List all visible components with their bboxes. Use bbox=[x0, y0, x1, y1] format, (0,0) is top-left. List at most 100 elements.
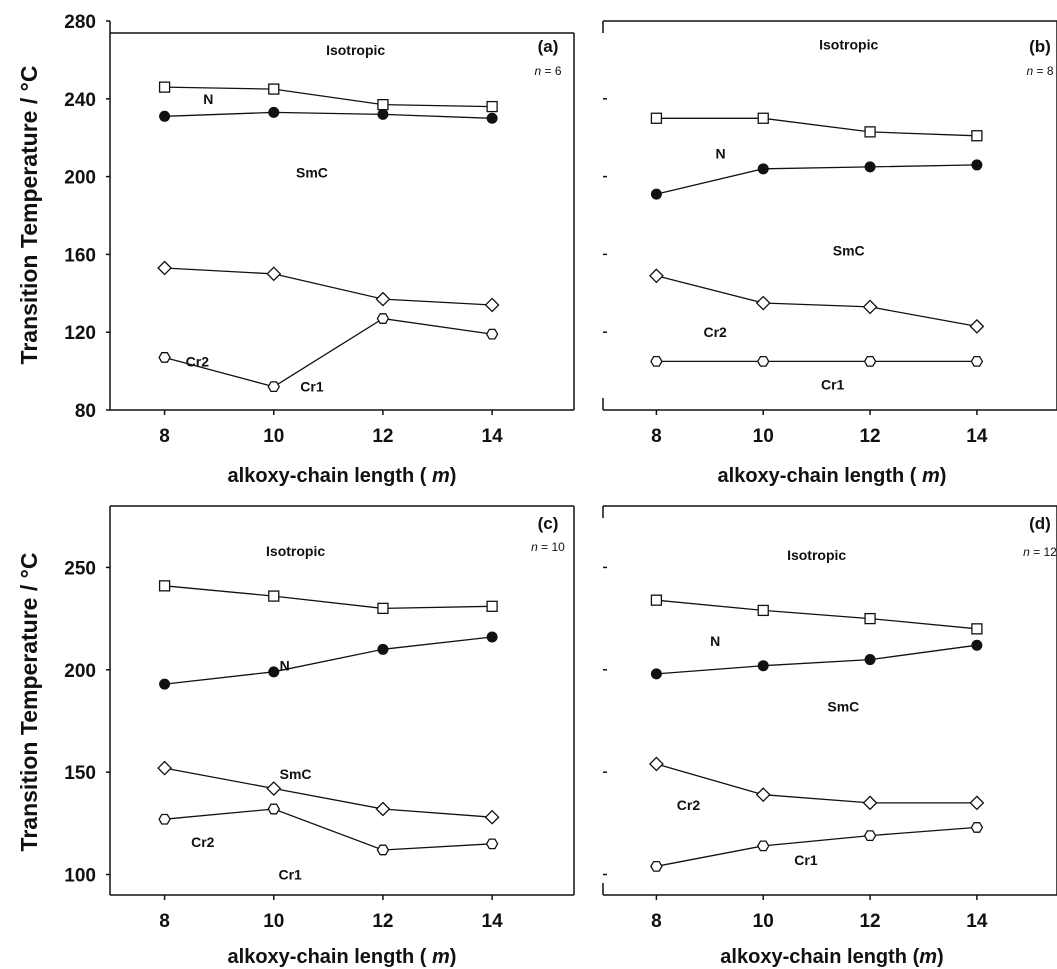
phase-label: Isotropic bbox=[787, 547, 846, 563]
data-point-diamond bbox=[648, 756, 664, 772]
data-point-square bbox=[377, 98, 389, 111]
data-point-hexagon bbox=[158, 352, 171, 363]
y-tick-label: 280 bbox=[64, 12, 96, 33]
data-point-square bbox=[971, 130, 983, 142]
series-line-square bbox=[164, 86, 493, 108]
phase-label: Isotropic bbox=[326, 42, 385, 58]
data-point-diamond bbox=[484, 809, 500, 825]
data-point-diamond bbox=[755, 787, 771, 803]
data-point-hexagon bbox=[158, 813, 171, 825]
data-point-filled-circle bbox=[268, 666, 280, 678]
data-point-square bbox=[486, 100, 498, 113]
data-point-diamond bbox=[969, 795, 985, 811]
y-axis-label: Transition Temperature / °C bbox=[16, 553, 42, 852]
phase-label: N bbox=[280, 658, 290, 674]
x-tick-label: 12 bbox=[859, 911, 880, 932]
x-tick-label: 10 bbox=[753, 911, 774, 932]
data-point-filled-circle bbox=[377, 108, 389, 120]
data-point-square bbox=[757, 604, 769, 617]
data-point-square bbox=[864, 612, 876, 625]
data-point-square bbox=[971, 623, 983, 635]
data-point-filled-circle bbox=[268, 106, 280, 118]
data-point-diamond bbox=[862, 299, 878, 315]
data-point-filled-circle bbox=[864, 161, 876, 173]
data-point-diamond bbox=[755, 295, 771, 311]
x-tick-label: 14 bbox=[482, 911, 504, 932]
x-tick-label: 10 bbox=[753, 426, 774, 447]
x-tick-label: 12 bbox=[372, 426, 393, 447]
data-point-hexagon bbox=[650, 860, 663, 872]
y-tick-label: 100 bbox=[64, 866, 96, 887]
data-point-diamond bbox=[375, 291, 391, 307]
n-label: n = 10 bbox=[531, 540, 565, 554]
y-tick-label: 80 bbox=[75, 401, 96, 422]
data-point-hexagon bbox=[267, 381, 281, 393]
series-line-filled-circle bbox=[164, 111, 493, 119]
phase-label: SmC bbox=[833, 243, 865, 259]
data-point-filled-circle bbox=[971, 639, 983, 651]
x-tick-label: 10 bbox=[263, 426, 284, 447]
data-point-diamond bbox=[266, 266, 282, 282]
panel-label: (c) bbox=[538, 514, 559, 533]
phase-label: Cr2 bbox=[703, 324, 727, 340]
data-point-diamond bbox=[157, 260, 173, 276]
phase-label: Cr1 bbox=[278, 867, 302, 883]
data-point-square bbox=[650, 112, 663, 124]
panel-label: (d) bbox=[1029, 514, 1051, 533]
phase-label: N bbox=[710, 633, 720, 649]
x-tick-label: 8 bbox=[159, 426, 170, 447]
phase-label: N bbox=[203, 91, 213, 107]
series-line-square bbox=[164, 585, 493, 610]
data-point-hexagon bbox=[485, 328, 499, 340]
x-tick-label: 10 bbox=[263, 911, 284, 932]
data-point-diamond bbox=[375, 801, 391, 817]
series-line-square bbox=[656, 599, 977, 630]
data-point-hexagon bbox=[267, 803, 281, 815]
n-label: n = 6 bbox=[534, 64, 561, 78]
data-point-square bbox=[864, 126, 876, 138]
data-point-filled-circle bbox=[971, 159, 983, 171]
phase-label: Cr1 bbox=[300, 379, 324, 395]
panel-label: (b) bbox=[1029, 37, 1051, 56]
x-axis-label: alkoxy-chain length ( m) bbox=[718, 465, 947, 487]
data-point-filled-circle bbox=[650, 188, 662, 200]
data-point-hexagon bbox=[756, 840, 770, 852]
series-line-diamond bbox=[164, 267, 493, 306]
data-point-filled-circle bbox=[757, 660, 769, 672]
phase-label: N bbox=[715, 145, 725, 161]
data-point-diamond bbox=[266, 781, 282, 796]
chart-panel-b: 8 10 12 14 alkoxy-chain length ( m) (b) n = 8 I… bbox=[602, 20, 1057, 487]
y-tick-label: 120 bbox=[64, 323, 96, 344]
data-point-filled-circle bbox=[486, 631, 498, 643]
data-point-hexagon bbox=[970, 355, 984, 367]
data-point-hexagon bbox=[756, 355, 770, 367]
data-point-square bbox=[158, 81, 171, 93]
phase-label: SmC bbox=[280, 766, 312, 782]
y-tick-label: 200 bbox=[64, 661, 96, 682]
data-point-filled-circle bbox=[486, 112, 498, 124]
data-point-diamond bbox=[484, 297, 500, 313]
series-line-square bbox=[656, 117, 977, 137]
data-point-diamond bbox=[969, 318, 985, 334]
x-tick-label: 14 bbox=[966, 911, 988, 932]
data-point-square bbox=[268, 83, 280, 95]
data-point-hexagon bbox=[485, 838, 499, 850]
y-tick-label: 250 bbox=[64, 558, 96, 579]
y-tick-label: 150 bbox=[64, 763, 96, 784]
x-axis-label: alkoxy-chain length ( m) bbox=[228, 465, 457, 487]
series-line-filled-circle bbox=[656, 164, 977, 195]
x-tick-label: 8 bbox=[651, 911, 662, 932]
data-point-filled-circle bbox=[864, 654, 876, 666]
data-point-hexagon bbox=[863, 830, 877, 842]
y-tick-label: 200 bbox=[64, 168, 96, 189]
phase-label: Cr2 bbox=[191, 834, 215, 850]
data-point-hexagon bbox=[650, 355, 663, 367]
chart-panel-d: 8 10 12 14 alkoxy-chain length (m) (d) n = 12 I… bbox=[602, 505, 1057, 968]
data-point-square bbox=[158, 580, 171, 592]
data-point-filled-circle bbox=[650, 668, 662, 680]
series-line-filled-circle bbox=[656, 644, 977, 675]
y-tick-label: 240 bbox=[64, 90, 96, 111]
data-point-diamond bbox=[648, 268, 664, 284]
phase-label: Cr1 bbox=[794, 852, 818, 868]
x-tick-label: 14 bbox=[482, 426, 504, 447]
